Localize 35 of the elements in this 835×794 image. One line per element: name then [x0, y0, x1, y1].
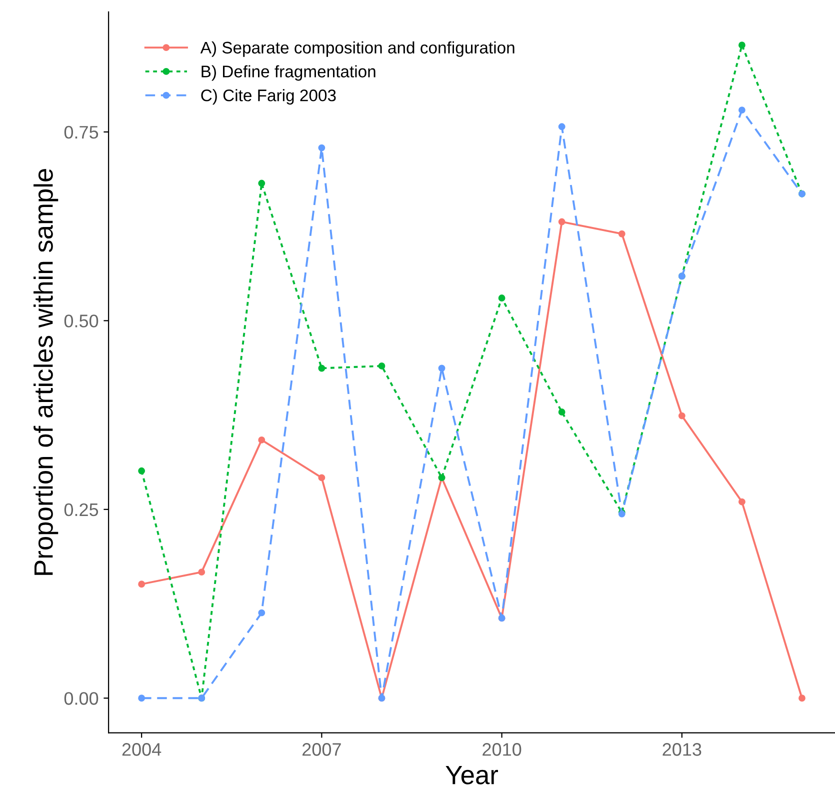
point	[378, 362, 386, 370]
point	[318, 364, 326, 372]
legend-label: C) Cite Farig 2003	[201, 89, 336, 105]
point	[678, 412, 686, 420]
point	[138, 467, 146, 474]
point	[558, 218, 566, 226]
point	[138, 694, 146, 702]
y-tick-label: 0.00	[64, 692, 98, 705]
point	[258, 436, 266, 444]
x-tick-label: 2004	[122, 743, 162, 756]
x-axis-title: Year	[446, 766, 498, 784]
point	[738, 42, 746, 49]
point	[258, 609, 266, 616]
point	[558, 408, 566, 416]
point	[798, 694, 806, 702]
legend-label: B) Define fragmentation	[202, 65, 376, 81]
point	[738, 106, 746, 114]
point	[258, 180, 266, 187]
x-tick-label: 2013	[662, 743, 702, 756]
point	[318, 144, 326, 152]
legend-label: A) Separate composition and configuration	[200, 41, 514, 57]
point	[738, 498, 746, 506]
point	[618, 230, 626, 238]
y-tick-label: 0.25	[64, 503, 98, 516]
point	[498, 294, 506, 302]
x-tick-label: 2007	[302, 743, 341, 756]
y-axis-title: Proportion of articles within sample	[34, 168, 58, 575]
point	[558, 123, 566, 130]
point	[438, 364, 446, 372]
point	[318, 474, 326, 482]
y-tick-label: 0.50	[64, 314, 98, 328]
x-tick-label: 2010	[482, 743, 522, 756]
point	[138, 580, 146, 588]
y-tick-label: 0.75	[64, 126, 98, 139]
point	[198, 568, 206, 576]
